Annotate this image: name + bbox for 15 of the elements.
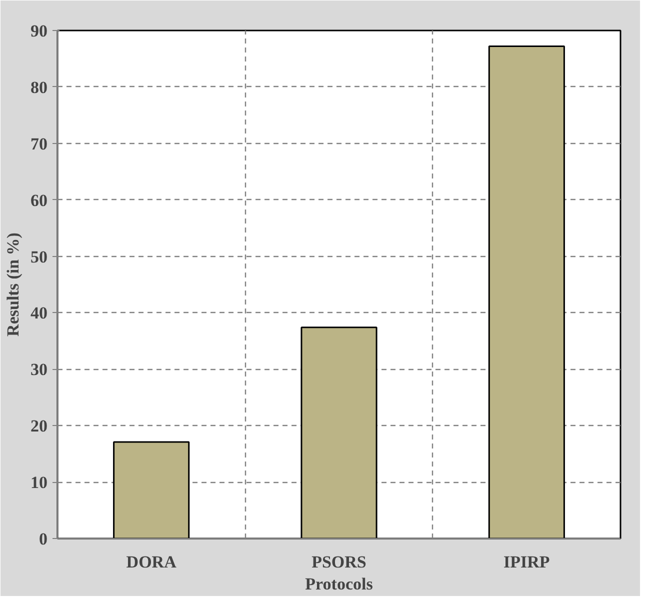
y-tick-label: 70 bbox=[30, 134, 48, 154]
x-tick-label: DORA bbox=[126, 552, 178, 572]
y-tick-label: 10 bbox=[30, 473, 48, 492]
x-tick-label: PSORS bbox=[312, 552, 366, 572]
y-tick-label: 30 bbox=[30, 360, 48, 380]
y-tick-label: 0 bbox=[39, 530, 48, 548]
y-tick-label: 80 bbox=[30, 78, 48, 97]
y-tick-label: 60 bbox=[30, 190, 48, 210]
y-axis-title: Results (in %) bbox=[4, 232, 22, 336]
y-tick-label: 40 bbox=[30, 304, 48, 323]
y-tick-label: 20 bbox=[30, 416, 48, 436]
x-axis-title: Protocols bbox=[305, 574, 374, 594]
y-tick-label: 50 bbox=[30, 247, 48, 266]
y-tick-label: 90 bbox=[30, 22, 48, 40]
x-tick-label: IPIRP bbox=[504, 552, 550, 572]
